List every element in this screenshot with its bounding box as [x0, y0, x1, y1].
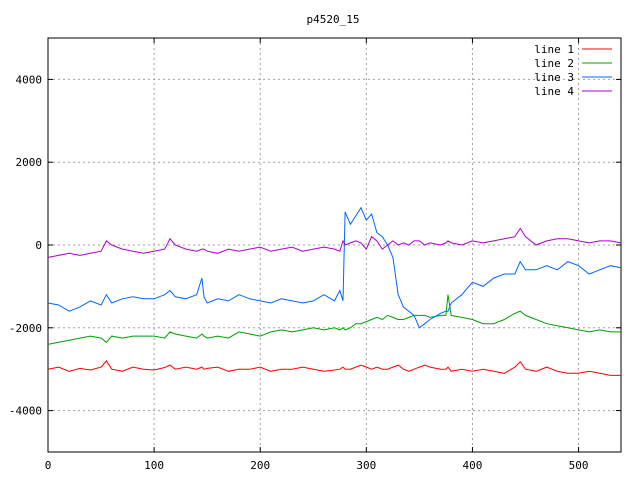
series-line-1 [47, 360, 621, 376]
y-tick-label: 2000 [16, 156, 43, 169]
x-tick-label: 200 [250, 459, 270, 472]
y-tick-label: 4000 [16, 73, 43, 86]
series-line-2 [47, 294, 621, 345]
x-tick-label: 500 [569, 459, 589, 472]
axis-ticks: 0 100 200 300 400 500 -4000 -2000 0 2000 4000 [9, 38, 621, 472]
legend-label-1: line 1 [534, 43, 574, 56]
x-tick-label: 100 [144, 459, 164, 472]
series-line-4 [47, 227, 622, 258]
y-tick-label: -2000 [9, 322, 42, 335]
legend-label-2: line 2 [534, 57, 574, 70]
chart-title: p4520_15 [307, 13, 360, 26]
x-tick-label: 0 [45, 459, 52, 472]
series-group [47, 206, 622, 376]
legend-label-4: line 4 [534, 85, 574, 98]
x-tick-label: 400 [463, 459, 483, 472]
series-line-3 [47, 206, 622, 329]
y-tick-label: 0 [35, 239, 42, 252]
x-tick-label: 300 [356, 459, 376, 472]
grid [48, 38, 621, 452]
legend-label-3: line 3 [534, 71, 574, 84]
y-tick-label: -4000 [9, 405, 42, 418]
